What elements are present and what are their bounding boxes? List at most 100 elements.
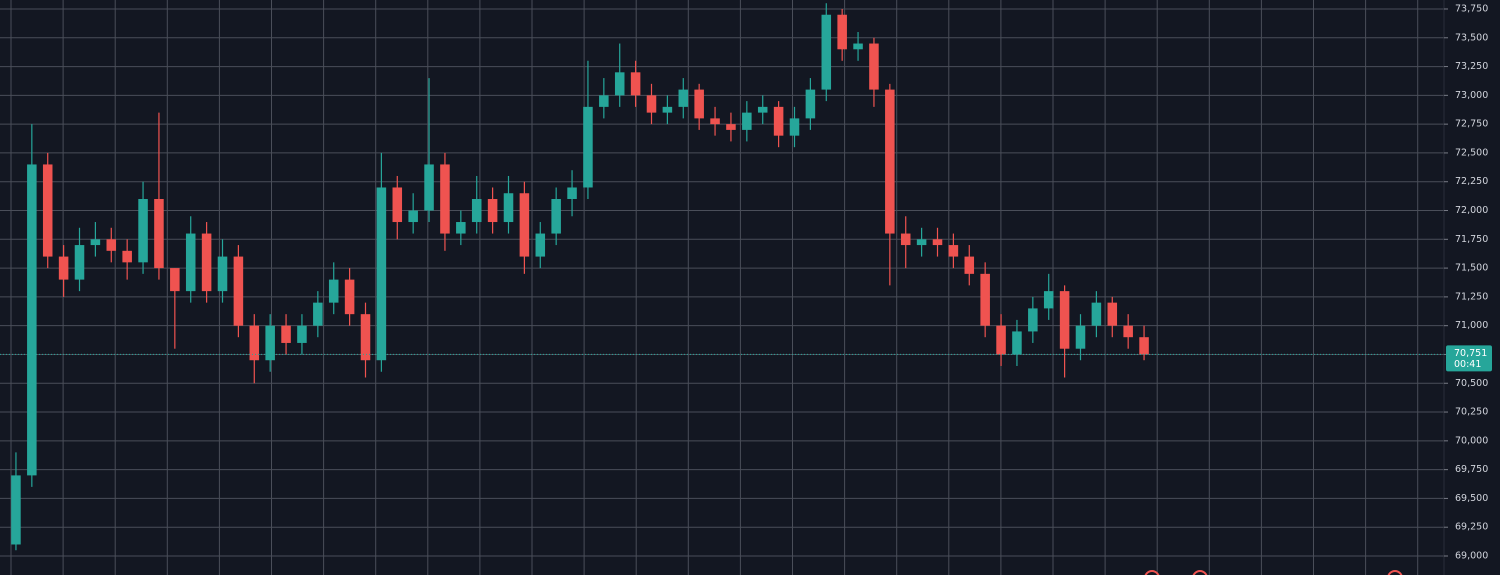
- y-tick-label: 69,500: [1455, 493, 1488, 504]
- y-tick-label: 73,000: [1455, 90, 1488, 101]
- candle-body: [249, 325, 260, 361]
- candle-body: [297, 325, 307, 343]
- y-tick-label: 69,000: [1455, 550, 1488, 561]
- countdown: 00:41: [1454, 359, 1481, 370]
- candle-body: [535, 233, 546, 257]
- candle-body: [360, 314, 371, 361]
- candle-body: [662, 106, 673, 113]
- candle-body: [217, 256, 228, 292]
- candle-body: [440, 164, 450, 234]
- candle-body: [853, 43, 863, 50]
- y-tick-label: 72,750: [1455, 119, 1488, 130]
- candle-body: [583, 106, 593, 188]
- candle-body: [233, 256, 244, 326]
- candle-body: [1075, 325, 1086, 349]
- y-tick-label: 72,000: [1455, 205, 1488, 216]
- candle-body: [1012, 331, 1022, 355]
- candle-body: [392, 187, 403, 223]
- y-tick-label: 73,500: [1455, 32, 1488, 43]
- y-tick-label: 73,750: [1455, 3, 1488, 14]
- candle-body: [599, 95, 609, 107]
- candle-body: [376, 187, 387, 361]
- candle-body: [1091, 302, 1102, 326]
- y-tick-label: 73,250: [1455, 61, 1488, 72]
- candle-body: [154, 198, 164, 269]
- candle-body: [281, 325, 291, 343]
- y-tick-label: 71,250: [1455, 291, 1488, 302]
- candle-body: [996, 325, 1006, 355]
- y-tick-label: 69,250: [1455, 522, 1488, 533]
- y-tick-label: 72,250: [1455, 176, 1488, 187]
- candle-body: [106, 239, 117, 251]
- candle-body: [313, 302, 323, 326]
- candle-body: [456, 222, 466, 234]
- event-marker[interactable]: [1387, 570, 1403, 575]
- candle-body: [837, 14, 847, 50]
- last-price-label: 70,751: [1454, 348, 1487, 359]
- candle-body: [900, 233, 911, 246]
- y-tick-label: 70,500: [1455, 378, 1488, 389]
- candle-body: [1059, 291, 1070, 349]
- price-axis: 69,000 69,250 69,500 69,750 70,000 70,250 70,5…: [1444, 3, 1492, 561]
- candle-body: [678, 89, 689, 107]
- candle-body: [980, 273, 990, 326]
- candle-body: [932, 239, 943, 246]
- candle-body: [42, 164, 53, 257]
- grid: [0, 0, 1444, 575]
- event-marker[interactable]: [1144, 570, 1160, 575]
- y-tick-label: 69,750: [1455, 464, 1488, 475]
- candle-body: [328, 279, 339, 303]
- candle-body: [265, 325, 275, 361]
- candle-body: [869, 43, 879, 90]
- candle-body: [27, 164, 37, 476]
- candle-body: [519, 193, 530, 257]
- candle-body: [789, 118, 800, 136]
- candle-body: [170, 268, 180, 292]
- candle-body: [11, 475, 21, 545]
- y-tick-label: 71,000: [1455, 320, 1488, 331]
- candle-body: [821, 14, 832, 90]
- y-tick-label: 72,500: [1455, 147, 1488, 158]
- candle-body: [742, 112, 752, 130]
- candle-body: [487, 198, 498, 223]
- candle-body: [344, 279, 355, 315]
- candle-body: [74, 245, 85, 280]
- candle-body: [1107, 302, 1118, 326]
- candle-body: [503, 193, 514, 223]
- candle-body: [916, 239, 927, 246]
- candle-body: [630, 72, 641, 96]
- candle-body: [646, 95, 657, 113]
- candle-body: [964, 256, 975, 274]
- y-tick-label: 71,500: [1455, 263, 1488, 274]
- candle-body: [567, 187, 577, 199]
- candle-body: [58, 256, 69, 280]
- candle-body: [694, 89, 704, 119]
- candle-body: [757, 106, 768, 113]
- candle-body: [805, 89, 816, 119]
- candle-body: [138, 198, 148, 263]
- candle-body: [726, 124, 736, 130]
- candle-body: [1028, 308, 1038, 332]
- candle-body: [1043, 291, 1054, 309]
- candle-body: [551, 198, 561, 234]
- candle-body: [90, 239, 101, 246]
- candle-body: [408, 210, 418, 223]
- candle-body: [614, 72, 625, 96]
- candle-body: [471, 198, 482, 223]
- candle-body: [773, 106, 784, 136]
- candle-body: [885, 89, 895, 234]
- candle-body: [424, 164, 434, 211]
- y-tick-label: 71,750: [1455, 234, 1488, 245]
- candle-body: [710, 118, 720, 125]
- candle-body: [122, 250, 132, 263]
- candles: [0, 3, 1444, 551]
- y-tick-label: 70,000: [1455, 435, 1488, 446]
- candle-body: [948, 245, 959, 257]
- y-tick-label: 70,250: [1455, 407, 1488, 418]
- candle-body: [1139, 337, 1149, 355]
- candle-body: [185, 233, 196, 292]
- event-marker[interactable]: [1192, 570, 1208, 575]
- candle-body: [201, 233, 212, 292]
- candle-body: [1123, 325, 1133, 338]
